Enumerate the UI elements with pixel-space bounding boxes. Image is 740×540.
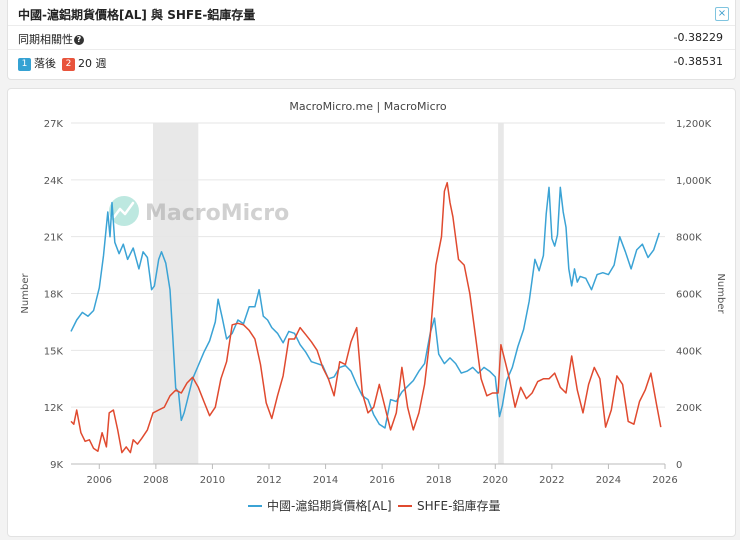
chart-card: 9K 12K 15K 18K 21K 24K 27K 0 200K 400K 600K 800K 1,0…: [7, 88, 736, 537]
y-tick-left-5: 24K: [44, 176, 64, 187]
y-tick-right-2: 400K: [676, 346, 702, 357]
y-tick-left-2: 15K: [44, 346, 64, 357]
y-tick-right-5: 1,000K: [676, 176, 712, 187]
lag-value: -0.38531: [673, 55, 723, 68]
watermark-text: MacroMicro: [145, 201, 289, 226]
y-tick-left-6: 27K: [44, 119, 64, 130]
lag-badge-2[interactable]: 2: [62, 58, 75, 71]
x-tick-9: 2024: [596, 475, 621, 486]
panel-title: 中國-滬鋁期貨價格[AL] 與 SHFE-鋁庫存量: [18, 8, 256, 22]
correlation-label: 同期相關性: [18, 33, 73, 46]
x-tick-6: 2018: [426, 475, 451, 486]
x-tick-10: 2026: [652, 475, 677, 486]
x-tick-4: 2014: [313, 475, 338, 486]
y-tick-right-6: 1,200K: [676, 119, 712, 130]
y-tick-right-4: 800K: [676, 233, 702, 244]
y-tick-right-0: 0: [676, 460, 682, 471]
legend-label-1: SHFE-鋁庫存量: [417, 499, 500, 513]
line-chart: 9K 12K 15K 18K 21K 24K 27K 0 200K 400K 600K 800K 1,0…: [20, 100, 726, 513]
legend-label-0: 中國-滬鋁期貨價格[AL]: [267, 498, 392, 513]
help-icon[interactable]: ?: [74, 35, 84, 45]
x-tick-3: 2012: [256, 475, 281, 486]
y-tick-left-1: 12K: [44, 403, 64, 414]
series-line-0: [70, 186, 661, 429]
watermark-logo-icon: [109, 196, 139, 226]
y-tick-right-1: 200K: [676, 403, 702, 414]
x-tick-5: 2016: [369, 475, 394, 486]
x-tick-8: 2022: [539, 475, 564, 486]
y-tick-left-4: 21K: [44, 233, 64, 244]
y-axis-label-left: Number: [20, 273, 31, 314]
correlation-row: 同期相關性? -0.38229: [8, 25, 735, 49]
lag-label-1: 落後: [34, 57, 56, 70]
y-tick-left-0: 9K: [50, 460, 63, 471]
correlation-value: -0.38229: [673, 31, 723, 44]
y-tick-right-3: 600K: [676, 290, 702, 301]
x-tick-2: 2010: [200, 475, 225, 486]
close-button[interactable]: ×: [715, 7, 729, 21]
x-tick-7: 2020: [483, 475, 508, 486]
series-line-1: [70, 181, 662, 454]
x-tick-1: 2008: [143, 475, 168, 486]
lag-badge-1[interactable]: 1: [18, 58, 31, 71]
lag-label-2: 20 週: [78, 57, 107, 70]
correlation-panel: 中國-滬鋁期貨價格[AL] 與 SHFE-鋁庫存量 × 同期相關性? -0.38…: [7, 0, 736, 80]
x-tick-0: 2006: [87, 475, 112, 486]
y-axis-label-right: Number: [715, 273, 726, 314]
chart-title: MacroMicro.me | MacroMicro: [289, 100, 447, 113]
y-tick-left-3: 18K: [44, 290, 64, 301]
lag-row: 1 落後 2 20 週 -0.38531: [8, 49, 735, 73]
